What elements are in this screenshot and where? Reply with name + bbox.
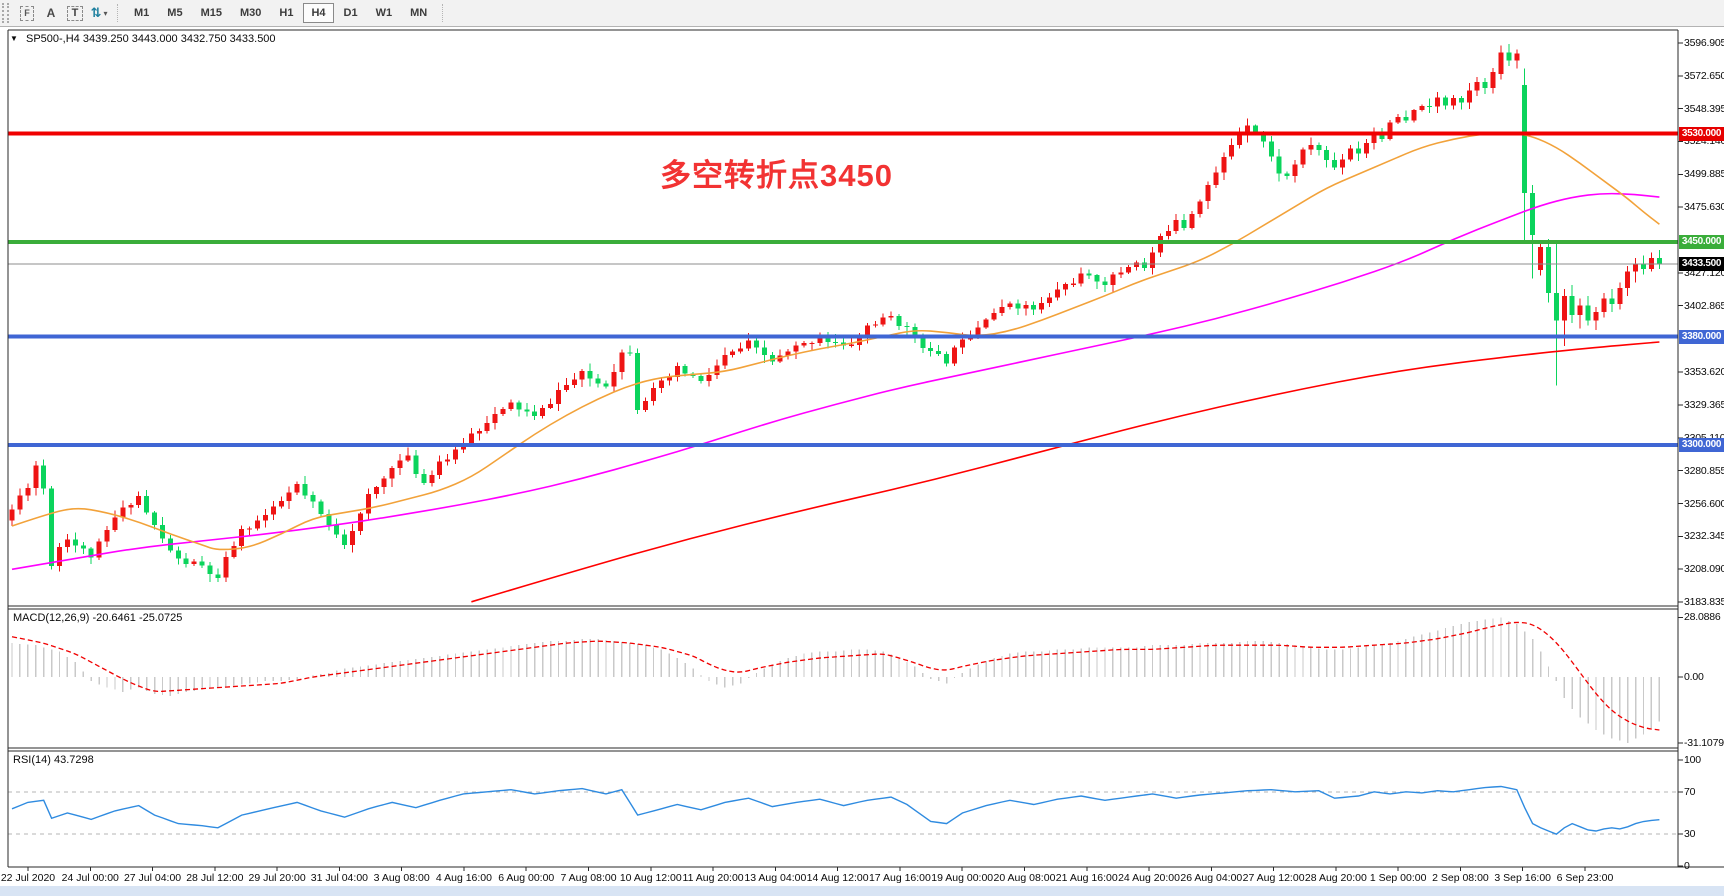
price-tick-label: 3232.345 <box>1684 530 1724 543</box>
time-tick-label: 27 Jul 04:00 <box>123 872 182 884</box>
price-tick-label: 3280.855 <box>1684 464 1724 477</box>
time-tick-label: 6 Sep 23:00 <box>1556 872 1614 884</box>
price-level-badge: 3450.000 <box>1679 234 1724 249</box>
price-tick-label: 3402.865 <box>1684 299 1724 312</box>
price-tick-label: 3256.600 <box>1684 497 1724 510</box>
font-a-icon: A <box>46 6 56 20</box>
price-level-badge: 3530.000 <box>1679 126 1724 141</box>
time-tick-label: 14 Aug 12:00 <box>806 872 869 884</box>
macd-histogram <box>11 617 1661 743</box>
toolbar-separator <box>442 4 444 22</box>
time-tick-label: 2 Sep 08:00 <box>1432 872 1489 884</box>
macd-tick-label: 0.00 <box>1684 671 1704 683</box>
timeframe-button-H4[interactable]: H4 <box>303 3 334 23</box>
time-tick-label: 11 Aug 20:00 <box>682 872 744 884</box>
rsi-tick-label: 0 <box>1684 860 1690 872</box>
timeframe-button-M15[interactable]: M15 <box>193 3 230 23</box>
chart-canvas[interactable] <box>0 28 1724 896</box>
time-tick-label: 31 Jul 04:00 <box>310 872 368 884</box>
toolbar-grip[interactable] <box>2 3 9 23</box>
time-tick-label: 22 Jul 2020 <box>0 872 56 884</box>
text-label-icon-button[interactable]: T <box>63 2 87 24</box>
time-tick-label: 13 Aug 04:00 <box>744 872 807 884</box>
time-tick-label: 4 Aug 16:00 <box>435 872 492 884</box>
cursor-arrows-icon-button[interactable]: ⇅ ▾ <box>87 2 111 24</box>
ma-mid-magenta-line <box>11 192 1660 571</box>
time-tick-label: 7 Aug 08:00 <box>560 872 617 884</box>
timeframe-button-M30[interactable]: M30 <box>232 3 269 23</box>
time-tick-label: 26 Aug 04:00 <box>1180 872 1243 884</box>
current-price-badge: 3433.500 <box>1679 257 1724 272</box>
price-tick-label: 3499.885 <box>1684 168 1724 181</box>
rsi-line <box>11 785 1660 836</box>
time-tick-label: 21 Aug 16:00 <box>1055 872 1118 884</box>
candles-layer <box>9 44 1662 583</box>
ma-fast-orange-line <box>11 131 1660 551</box>
timeframe-button-W1[interactable]: W1 <box>368 3 401 23</box>
toolbar: F A T ⇅ ▾ M1 M5 M15 M30 H1 H4 D1 W1 MN <box>0 0 1724 27</box>
time-tick-label: 28 Jul 12:00 <box>186 872 244 884</box>
price-tick-label: 3596.905 <box>1684 37 1724 49</box>
price-level-badge: 3300.000 <box>1679 437 1724 452</box>
time-tick-label: 24 Jul 00:00 <box>61 872 119 884</box>
rsi-tick-label: 100 <box>1684 754 1701 766</box>
macd-tick-label: -31.1079 <box>1684 737 1724 749</box>
timeframe-button-H1[interactable]: H1 <box>271 3 301 23</box>
macd-signal-line <box>11 621 1660 731</box>
time-tick-label: 20 Aug 08:00 <box>993 872 1056 884</box>
chevron-down-icon: ▾ <box>103 8 108 18</box>
time-tick-label: 19 Aug 00:00 <box>931 872 994 884</box>
ma-slow-red-line <box>471 341 1660 603</box>
price-tick-label: 3548.395 <box>1684 102 1724 115</box>
time-tick-label: 1 Sep 00:00 <box>1369 872 1427 884</box>
time-tick-label: 29 Jul 20:00 <box>248 872 306 884</box>
cursor-arrows-icon: ⇅ <box>90 5 102 20</box>
time-tick-label: 17 Aug 16:00 <box>868 872 931 884</box>
time-axis[interactable]: 22 Jul 2020 24 Jul 00:00 27 Jul 04:00 28 Ju… <box>0 868 1724 886</box>
macd-tick-label: 28.0886 <box>1684 611 1721 624</box>
price-level-badge: 3380.000 <box>1679 329 1724 344</box>
time-tick-label: 3 Aug 08:00 <box>373 872 430 884</box>
price-tick-label: 3183.835 <box>1684 596 1724 608</box>
rsi-tick-label: 70 <box>1684 785 1696 798</box>
price-tick-label: 3475.630 <box>1684 201 1724 214</box>
timeframe-button-group: M1 M5 M15 M30 H1 H4 D1 W1 MN <box>125 3 436 23</box>
price-tick-label: 3208.090 <box>1684 563 1724 576</box>
timeframe-button-M1[interactable]: M1 <box>126 3 157 23</box>
timeframe-button-D1[interactable]: D1 <box>336 3 366 23</box>
time-tick-label: 10 Aug 12:00 <box>619 872 682 884</box>
price-tick-label: 3353.620 <box>1684 366 1724 379</box>
time-tick-label: 28 Aug 20:00 <box>1304 872 1367 884</box>
timeframe-button-M5[interactable]: M5 <box>159 3 190 23</box>
rsi-tick-label: 30 <box>1684 828 1696 841</box>
time-tick-label: 24 Aug 20:00 <box>1118 872 1180 884</box>
toolbar-separator <box>117 4 119 22</box>
chart-shift-icon-button[interactable]: F <box>15 2 39 24</box>
time-tick-label: 6 Aug 00:00 <box>498 872 555 884</box>
font-icon-button[interactable]: A <box>39 2 63 24</box>
time-tick-label: 3 Sep 16:00 <box>1494 872 1552 884</box>
window-bottom-strip <box>0 886 1724 896</box>
price-tick-label: 3572.650 <box>1684 69 1724 82</box>
text-label-icon: T <box>66 5 84 21</box>
timeframe-button-MN[interactable]: MN <box>402 3 435 23</box>
chart-shift-icon: F <box>20 5 34 21</box>
time-tick-label: 27 Aug 12:00 <box>1242 872 1305 884</box>
price-tick-label: 3329.365 <box>1684 399 1724 412</box>
